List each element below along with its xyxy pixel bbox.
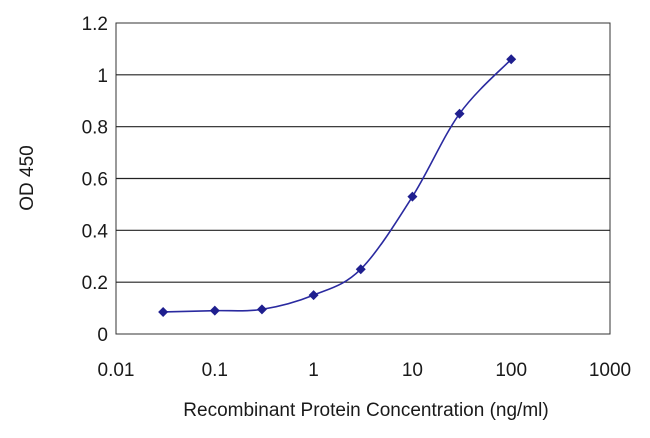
x-tick-label: 10 — [402, 360, 423, 381]
x-tick-label: 1000 — [589, 360, 631, 381]
data-markers — [158, 54, 517, 317]
data-point-marker — [454, 108, 465, 119]
y-tick-labels: 0 0.2 0.4 0.6 0.8 1 1.2 — [82, 14, 109, 346]
x-tick-label: 1 — [308, 360, 319, 381]
x-axis-title: Recombinant Protein Concentration (ng/ml… — [183, 400, 548, 421]
series-line — [163, 58, 512, 313]
x-tick-label: 0.1 — [202, 360, 228, 381]
data-point-marker — [209, 305, 220, 316]
y-tick-label: 0.8 — [82, 118, 108, 139]
y-axis-title: OD 450 — [17, 145, 38, 210]
data-point-marker — [407, 191, 418, 202]
data-point-marker — [506, 54, 517, 65]
x-tick-label: 100 — [495, 360, 527, 381]
x-tick-labels: 0.01 0.1 1 10 100 1000 — [98, 360, 632, 381]
y-tick-label: 0.2 — [82, 273, 108, 294]
y-tick-label: 0 — [97, 325, 108, 346]
data-point-marker — [158, 306, 169, 317]
y-tick-label: 1.2 — [82, 14, 108, 35]
x-tick-label: 0.01 — [98, 360, 135, 381]
data-point-marker — [355, 264, 366, 275]
y-tick-label: 0.6 — [82, 170, 108, 191]
y-tick-label: 0.4 — [82, 221, 109, 242]
data-point-marker — [256, 304, 267, 315]
grid-lines — [116, 74, 610, 283]
data-point-marker — [308, 290, 319, 301]
y-tick-label: 1 — [97, 66, 108, 87]
